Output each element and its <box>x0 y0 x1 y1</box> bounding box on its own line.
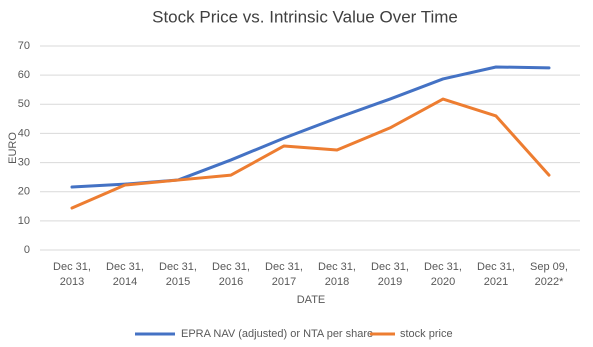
series-line <box>70 97 551 210</box>
y-tick-label: 60 <box>18 69 30 81</box>
x-tick-label-line: 2013 <box>60 276 84 288</box>
y-tick-label: 50 <box>18 98 30 110</box>
x-tick-label-line: 2014 <box>113 276 137 288</box>
x-tick-label: Dec 31, 2015 <box>159 261 197 288</box>
x-tick-label: Dec 31, 2019 <box>371 261 409 288</box>
y-tick-label: 70 <box>18 40 30 52</box>
x-tick-label: Dec 31, 2018 <box>318 261 356 288</box>
legend-label: stock price <box>400 328 453 340</box>
x-tick-label: Dec 31, 2013 <box>53 261 91 288</box>
y-tick-label: 40 <box>18 127 30 139</box>
legend-label: EPRA NAV (adjusted) or NTA per share <box>181 328 373 340</box>
x-tick-label-line: Dec 31, <box>265 261 303 273</box>
x-tick-label-line: 2021 <box>484 276 508 288</box>
x-tick-label-line: 2018 <box>325 276 349 288</box>
x-tick-label: Dec 31, 2020 <box>424 261 462 288</box>
y-tick-label: 10 <box>18 215 30 227</box>
y-tick-label: 0 <box>24 244 30 256</box>
x-tick-label: Dec 31, 2016 <box>212 261 250 288</box>
x-tick-label-line: Dec 31, <box>106 261 144 273</box>
x-tick-label-line: Dec 31, <box>477 261 515 273</box>
x-tick-label-line: Dec 31, <box>53 261 91 273</box>
x-tick-label-line: Dec 31, <box>318 261 356 273</box>
chart-title: Stock Price vs. Intrinsic Value Over Tim… <box>152 7 458 26</box>
x-tick-label-line: Dec 31, <box>424 261 462 273</box>
y-tick-label: 20 <box>18 186 30 198</box>
x-axis-label: DATE <box>297 294 326 306</box>
x-tick-label-line: Dec 31, <box>212 261 250 273</box>
x-tick-label-line: 2015 <box>166 276 190 288</box>
x-tick-label-line: 2019 <box>378 276 402 288</box>
x-tick-label-line: 2017 <box>272 276 296 288</box>
x-tick-label-line: 2022* <box>535 276 564 288</box>
x-tick-label-line: 2020 <box>431 276 455 288</box>
x-tick-label: Dec 31, 2014 <box>106 261 144 288</box>
y-tick-label: 30 <box>18 156 30 168</box>
x-tick-label-line: 2016 <box>219 276 243 288</box>
x-tick-label-line: Dec 31, <box>159 261 197 273</box>
x-tick-label-line: Sep 09, <box>530 261 568 273</box>
x-tick-label: Dec 31, 2021 <box>477 261 515 288</box>
y-axis-label: EURO <box>7 132 19 164</box>
x-tick-label: Sep 09, 2022* <box>530 261 568 288</box>
x-tick-label: Dec 31, 2017 <box>265 261 303 288</box>
x-tick-label-line: Dec 31, <box>371 261 409 273</box>
